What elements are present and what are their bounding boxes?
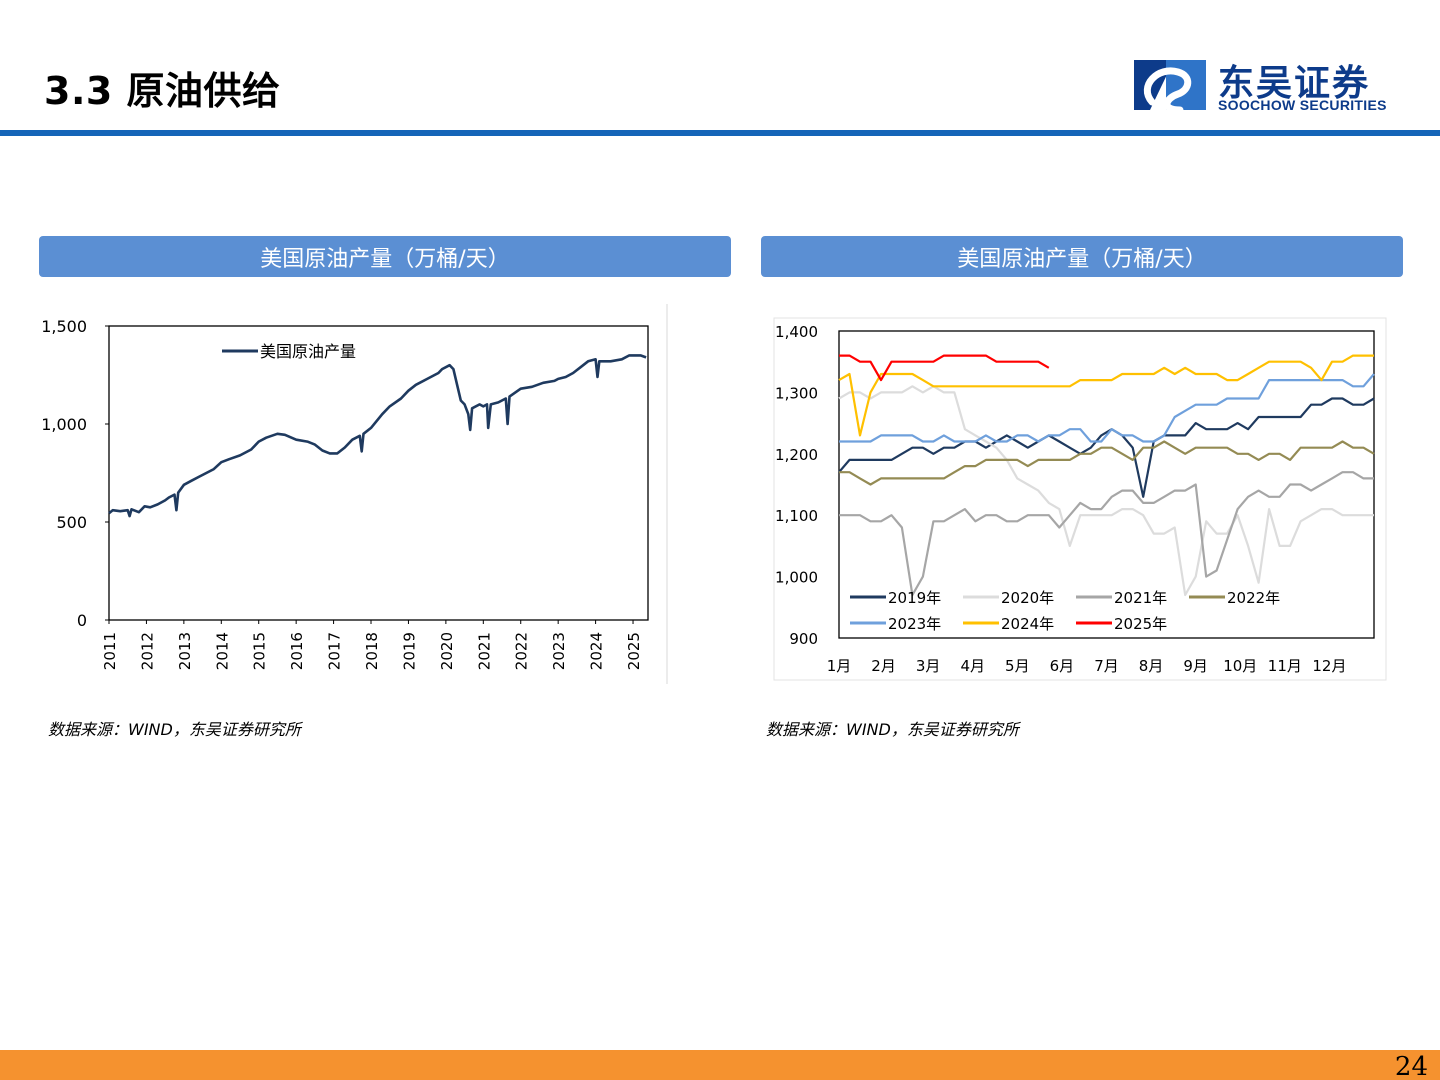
x-tick-label: 2022 xyxy=(513,632,531,670)
right-source-note: 数据来源：WIND，东吴证券研究所 xyxy=(766,720,1019,739)
x-tick-label: 2014 xyxy=(213,632,231,670)
x-tick-label: 2012 xyxy=(138,632,156,670)
legend-label: 2020年 xyxy=(1001,589,1054,607)
x-tick-label: 7月 xyxy=(1094,657,1119,675)
x-tick-label: 2023 xyxy=(550,632,568,670)
legend-label: 美国原油产量 xyxy=(260,342,356,361)
y-tick-label: 1,500 xyxy=(41,317,87,336)
x-tick-label: 2019 xyxy=(400,632,418,670)
y-tick-label: 1,400 xyxy=(775,323,818,341)
series-line xyxy=(838,354,1374,437)
plot-frame xyxy=(108,325,649,621)
left-source-note: 数据来源：WIND，东吴证券研究所 xyxy=(48,720,301,739)
x-tick-label: 10月 xyxy=(1223,657,1257,675)
y-tick-label: 1,000 xyxy=(41,415,87,434)
page-number: 24 xyxy=(1394,1052,1428,1080)
x-tick-label: 12月 xyxy=(1312,657,1346,675)
y-tick-label: 1,000 xyxy=(775,569,818,587)
series-line xyxy=(839,354,1050,382)
x-tick-label: 2016 xyxy=(288,632,306,670)
chart-outer-frame xyxy=(773,317,1387,681)
series-line xyxy=(838,385,1374,597)
y-tick-label: 900 xyxy=(789,630,818,648)
logo-chinese-name: 东吴证券 xyxy=(1218,63,1371,104)
y-tick-label: 1,300 xyxy=(775,384,818,402)
y-tick-label: 1,100 xyxy=(775,507,818,525)
x-tick-label: 2月 xyxy=(871,657,896,675)
x-tick-label: 4月 xyxy=(960,657,985,675)
series-line xyxy=(839,373,1375,443)
legend-label: 2019年 xyxy=(888,589,941,607)
y-tick-label: 1,200 xyxy=(775,446,818,464)
x-tick-label: 6月 xyxy=(1050,657,1075,675)
x-tick-label: 2021 xyxy=(475,632,493,670)
x-tick-label: 9月 xyxy=(1183,657,1208,675)
company-logo: 东吴证券 SOOCHOW SECURITIES xyxy=(1130,56,1410,116)
header-divider xyxy=(0,130,1440,136)
x-tick-label: 8月 xyxy=(1139,657,1164,675)
x-tick-label: 2011 xyxy=(101,632,119,670)
series-line xyxy=(839,471,1374,597)
legend-label: 2023年 xyxy=(888,615,941,633)
right-panel-title: 美国原油产量（万桶/天） xyxy=(761,236,1403,277)
x-tick-label: 2025 xyxy=(625,632,643,670)
x-tick-label: 2013 xyxy=(176,632,194,670)
x-tick-label: 2017 xyxy=(326,632,344,670)
x-tick-label: 2020 xyxy=(438,632,456,670)
logo-english-name: SOOCHOW SECURITIES xyxy=(1218,97,1387,113)
legend-label: 2025年 xyxy=(1114,615,1167,633)
series-line xyxy=(838,397,1375,498)
x-tick-label: 1月 xyxy=(827,657,852,675)
y-tick-label: 500 xyxy=(56,513,87,532)
logo-mark-icon xyxy=(1134,60,1206,114)
us-crude-output-history-chart: 0 500 1,000 1,500 2011 2012 2013 2014 2015 2016 20… xyxy=(41,304,668,684)
series-line xyxy=(839,440,1375,486)
legend-label: 2021年 xyxy=(1114,589,1167,607)
x-tick-label: 2015 xyxy=(251,632,269,670)
x-tick-label: 3月 xyxy=(916,657,941,675)
left-panel-title: 美国原油产量（万桶/天） xyxy=(39,236,731,277)
page-title: 3.3 原油供给 xyxy=(44,69,281,113)
x-tick-label: 11月 xyxy=(1268,657,1302,675)
legend-label: 2022年 xyxy=(1227,589,1280,607)
us-crude-output-seasonal-chart: 900 1,000 1,100 1,200 1,300 1,400 1月 2月 3月 4月 5月 6月… xyxy=(773,317,1387,681)
x-tick-label: 2024 xyxy=(588,632,606,670)
y-tick-label: 0 xyxy=(77,611,87,630)
series-line xyxy=(108,354,647,518)
legend-label: 2024年 xyxy=(1001,615,1054,633)
footer-bar xyxy=(0,1050,1440,1080)
x-tick-label: 2018 xyxy=(363,632,381,670)
plot-frame xyxy=(838,330,1375,639)
x-tick-label: 5月 xyxy=(1005,657,1030,675)
